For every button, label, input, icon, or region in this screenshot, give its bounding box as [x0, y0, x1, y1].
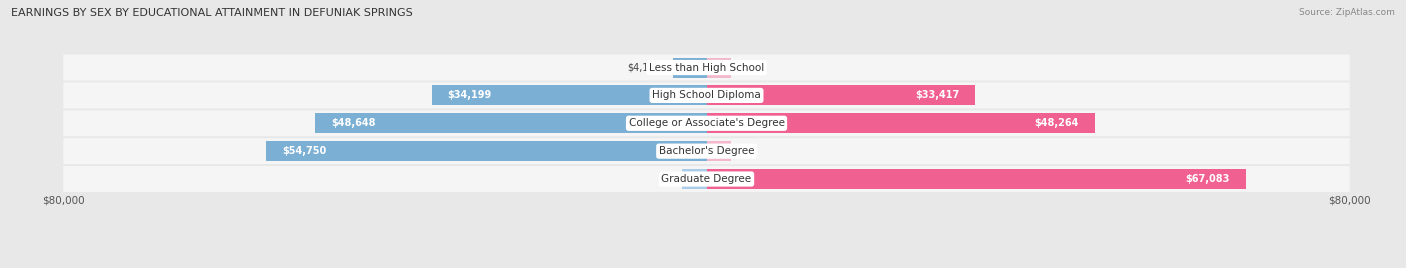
- Text: EARNINGS BY SEX BY EDUCATIONAL ATTAINMENT IN DEFUNIAK SPRINGS: EARNINGS BY SEX BY EDUCATIONAL ATTAINMEN…: [11, 8, 413, 18]
- Bar: [682, 169, 707, 189]
- Text: High School Diploma: High School Diploma: [652, 90, 761, 100]
- Bar: [315, 113, 707, 133]
- Text: $54,750: $54,750: [283, 146, 326, 156]
- Text: $0: $0: [742, 146, 755, 156]
- Text: $33,417: $33,417: [915, 90, 959, 100]
- Bar: [707, 169, 1246, 189]
- FancyBboxPatch shape: [63, 83, 1350, 108]
- Text: Source: ZipAtlas.com: Source: ZipAtlas.com: [1299, 8, 1395, 17]
- Text: $0: $0: [718, 174, 731, 184]
- Text: Bachelor's Degree: Bachelor's Degree: [659, 146, 754, 156]
- Bar: [432, 85, 707, 105]
- Text: $48,648: $48,648: [332, 118, 375, 128]
- Bar: [707, 113, 1095, 133]
- Bar: [266, 141, 707, 161]
- Bar: [707, 141, 731, 161]
- Bar: [707, 85, 976, 105]
- FancyBboxPatch shape: [63, 166, 1350, 192]
- Text: College or Associate's Degree: College or Associate's Degree: [628, 118, 785, 128]
- Text: $0: $0: [742, 62, 755, 73]
- Text: $4,168: $4,168: [627, 62, 661, 73]
- Bar: [673, 58, 707, 77]
- Text: $67,083: $67,083: [1185, 174, 1230, 184]
- Text: Less than High School: Less than High School: [650, 62, 763, 73]
- Text: $48,264: $48,264: [1035, 118, 1078, 128]
- FancyBboxPatch shape: [63, 110, 1350, 136]
- Text: $34,199: $34,199: [447, 90, 492, 100]
- Bar: [707, 58, 731, 77]
- FancyBboxPatch shape: [63, 55, 1350, 80]
- Text: Graduate Degree: Graduate Degree: [661, 174, 752, 184]
- FancyBboxPatch shape: [63, 138, 1350, 164]
